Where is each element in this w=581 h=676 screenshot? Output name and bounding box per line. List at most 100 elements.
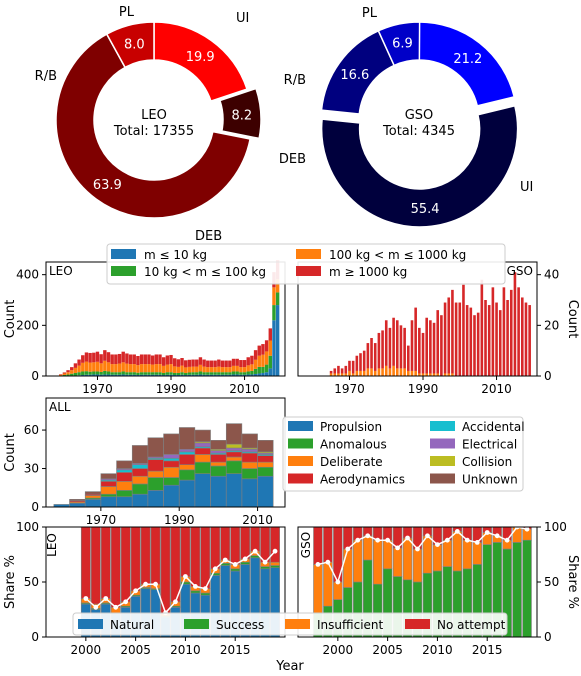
legend-label: Deliberate xyxy=(320,455,383,469)
trend-point xyxy=(365,533,371,539)
trend-point xyxy=(222,557,228,563)
x-tick-label: 1990 xyxy=(164,513,195,527)
bar-segment xyxy=(84,371,89,375)
bar-segment xyxy=(143,364,147,373)
bar-segment xyxy=(253,368,258,374)
bar-segment xyxy=(88,374,92,376)
bar-segment xyxy=(194,473,211,508)
bar-segment xyxy=(176,372,181,375)
bar-segment xyxy=(392,547,403,577)
bar-segment xyxy=(165,355,170,365)
slice-value-label: 19.9 xyxy=(186,50,215,65)
bar-segment xyxy=(377,368,381,376)
bar-segment xyxy=(402,537,413,581)
bar-segment xyxy=(399,325,403,369)
bar-segment xyxy=(210,475,227,508)
bar-segment xyxy=(132,372,136,375)
bar-segment xyxy=(418,327,421,374)
legend-label: Insufficient xyxy=(317,618,384,632)
bar-segment xyxy=(100,496,117,508)
y-tick-label: 0 xyxy=(31,369,39,383)
bar-segment xyxy=(184,374,188,376)
bar-segment xyxy=(355,355,359,371)
bar-segment xyxy=(403,327,406,369)
bar-segment xyxy=(337,373,340,376)
bar-segment xyxy=(128,372,133,375)
bar-segment xyxy=(220,372,225,375)
bar-segment xyxy=(59,374,63,375)
bar-segment xyxy=(388,327,392,369)
trend-point xyxy=(173,599,178,605)
bar-segment xyxy=(139,372,144,375)
bar-segment xyxy=(194,461,211,474)
bar-segment xyxy=(217,372,221,375)
bar-segment xyxy=(147,490,164,508)
bar-segment xyxy=(191,359,195,367)
y-tick-label: 0 xyxy=(31,630,39,644)
bar-segment xyxy=(92,371,96,375)
bar-segment xyxy=(116,481,133,491)
slice-value-label: 16.6 xyxy=(340,68,369,83)
bar-segment xyxy=(180,374,184,376)
bar-segment xyxy=(235,358,239,366)
bar-segment xyxy=(100,486,117,495)
bar-segment xyxy=(217,359,221,367)
bar-segment xyxy=(513,272,517,376)
bar-segment xyxy=(246,357,250,366)
x-tick-label: 2010 xyxy=(481,382,512,396)
bar-segment xyxy=(443,302,447,374)
bar-segment xyxy=(250,555,261,559)
bar-segment xyxy=(158,354,162,365)
bar-segment xyxy=(440,315,443,376)
bar-segment xyxy=(99,374,103,376)
y-tick-label: 100 xyxy=(16,520,39,534)
trend-point xyxy=(315,562,321,567)
bar-segment xyxy=(131,475,149,485)
bar-segment xyxy=(242,360,247,368)
bar-segment xyxy=(139,354,144,365)
bar-segment xyxy=(257,355,261,367)
donut-center-total: Total: 4345 xyxy=(382,124,455,139)
bar-segment xyxy=(220,367,225,373)
bar-segment xyxy=(81,362,85,372)
bar-segment xyxy=(172,366,177,373)
donut-slice-pl xyxy=(418,21,516,107)
bar-segment xyxy=(372,539,383,585)
legend-swatch xyxy=(430,456,455,466)
bar-segment xyxy=(163,477,180,486)
bar-segment xyxy=(231,371,236,375)
bar-segment xyxy=(241,468,258,480)
bar-segment xyxy=(257,461,274,468)
bar-segment xyxy=(421,373,425,376)
trend-point xyxy=(454,529,460,534)
donut-center-total: Total: 17355 xyxy=(113,124,194,139)
x-tick-label: 2005 xyxy=(372,643,403,657)
bar-segment xyxy=(158,374,162,376)
bar-segment xyxy=(180,526,191,577)
bar-segment xyxy=(136,372,140,375)
bar-segment xyxy=(200,526,211,589)
bar-segment xyxy=(106,371,111,375)
legend-swatch xyxy=(430,421,455,431)
x-tick-label: 1990 xyxy=(408,382,439,396)
x-tick-label: 2015 xyxy=(220,643,251,657)
bar-segment xyxy=(150,372,155,375)
bar-segment xyxy=(362,350,366,371)
bar-segment xyxy=(392,317,395,366)
bar-segment xyxy=(84,495,102,499)
bar-segment xyxy=(198,374,203,376)
slice-category-label: PL xyxy=(119,5,135,20)
bar-segment xyxy=(84,361,89,372)
bar-segment xyxy=(136,355,140,366)
bar-segment xyxy=(210,461,227,467)
bar-segment xyxy=(69,499,86,501)
bar-segment xyxy=(73,367,78,373)
bar-segment xyxy=(180,372,184,375)
bar-segment xyxy=(225,423,243,445)
trend-point xyxy=(143,581,148,587)
bar-segment xyxy=(116,490,133,498)
bar-segment xyxy=(370,338,373,369)
slice-value-label: 8.2 xyxy=(231,108,252,123)
bar-segment xyxy=(128,374,133,376)
